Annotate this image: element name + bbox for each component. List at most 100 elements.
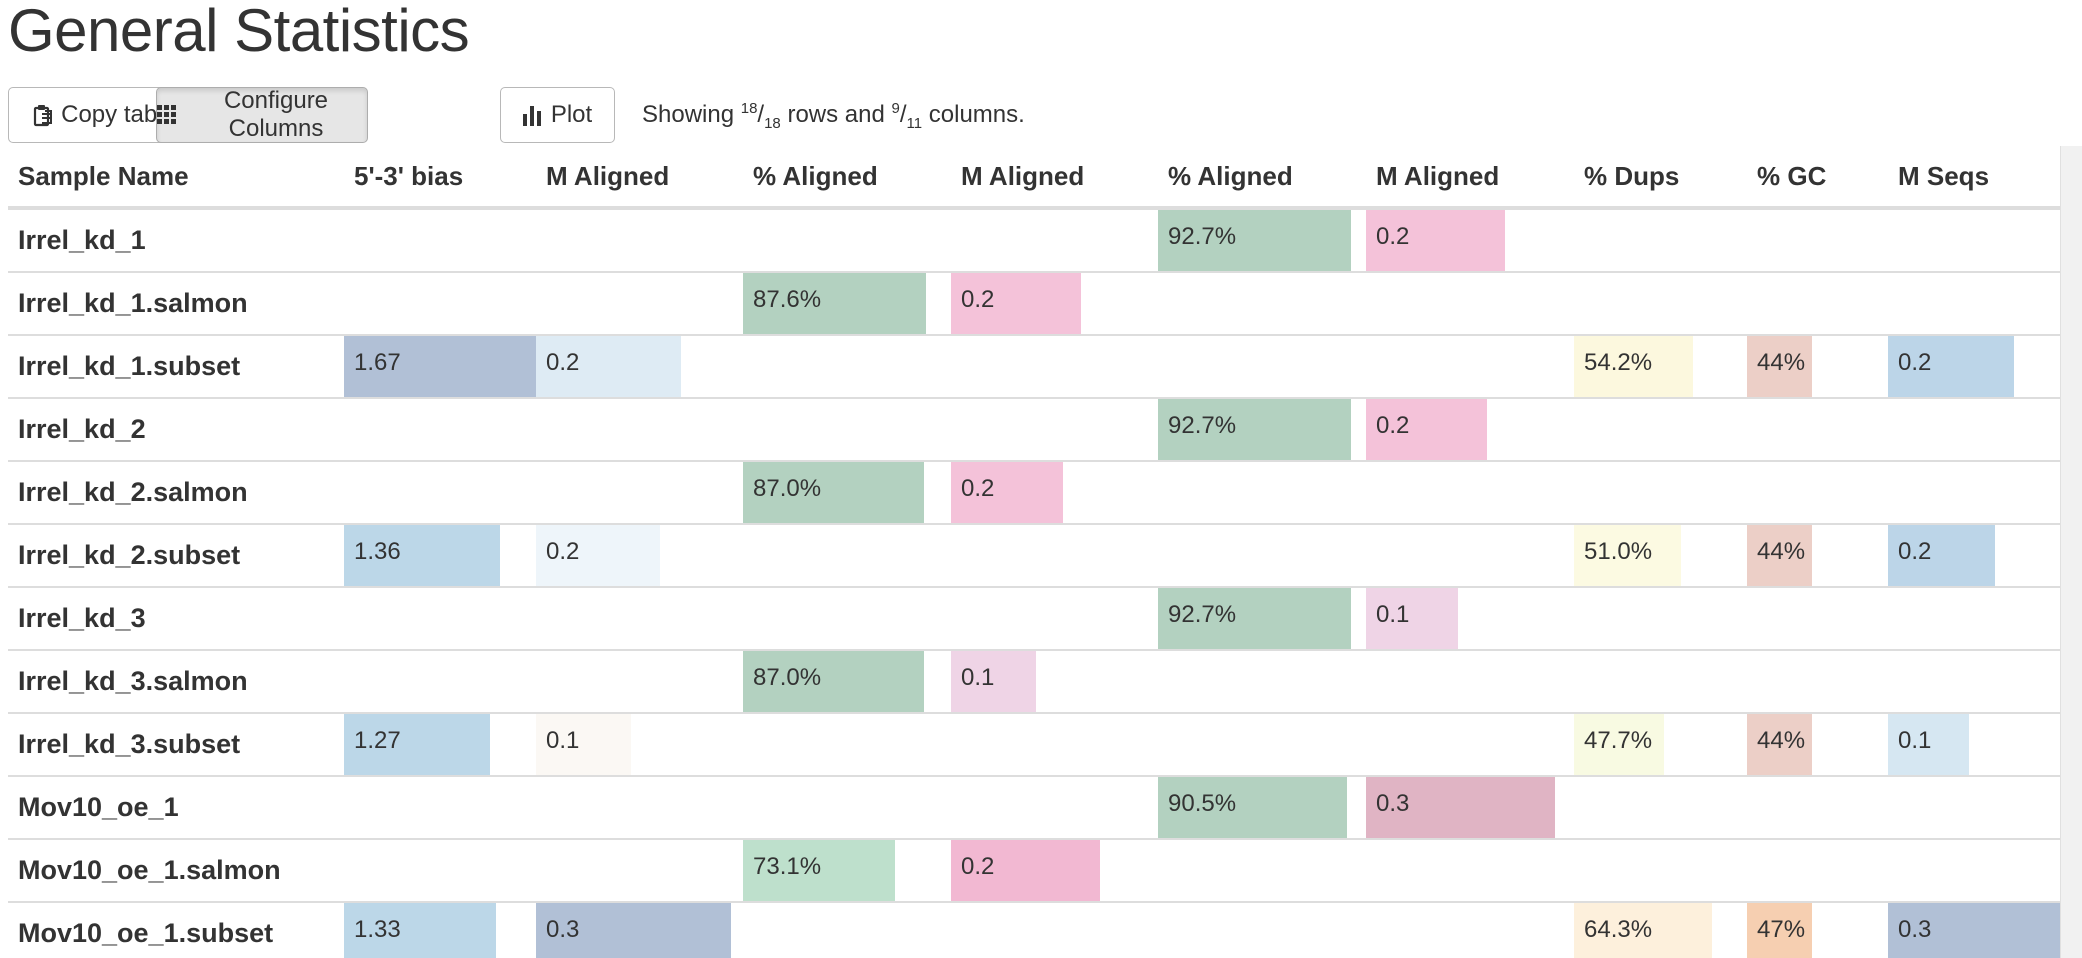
configure-columns-button[interactable]: Configure Columns (156, 87, 368, 143)
plot-button[interactable]: Plot (500, 87, 615, 143)
value-bar (344, 525, 500, 586)
stat-cell (1888, 460, 2060, 524)
cell-value: 1.36 (354, 538, 401, 565)
stat-cell (1158, 523, 1366, 587)
stat-cell (1366, 901, 1574, 958)
value-bar (1747, 525, 1812, 586)
cell-value: 92.7% (1168, 223, 1237, 250)
cell-value: 47.7% (1584, 727, 1653, 754)
value-bar (1158, 399, 1352, 460)
value-bar (1888, 525, 1995, 586)
cell-value: 0.2 (1376, 223, 1410, 250)
stat-cell (536, 838, 743, 902)
cell-value: 1.67 (354, 349, 401, 376)
stat-cell (1158, 460, 1366, 524)
stat-cell (1747, 397, 1888, 461)
column-header[interactable]: % Aligned (743, 146, 951, 210)
stat-cell (743, 901, 951, 958)
table-scrollbar[interactable] (2060, 146, 2082, 958)
stat-cell: 54.2% (1574, 334, 1747, 398)
stat-cell (536, 460, 743, 524)
cell-value: 44% (1757, 349, 1806, 376)
sample-name-cell: Irrel_kd_2.subset (8, 523, 344, 587)
cell-value: 0.2 (961, 475, 995, 502)
table-row: Irrel_kd_2.salmon 87.0% 0.2 (8, 460, 2060, 524)
cell-value: 47% (1757, 916, 1806, 943)
sample-name-cell: Irrel_kd_1.salmon (8, 271, 344, 335)
value-bar (951, 462, 1063, 523)
stat-cell: 47.7% (1574, 712, 1747, 776)
stat-cell (743, 397, 951, 461)
cell-value: 73.1% (753, 853, 822, 880)
cell-value: 0.2 (961, 853, 995, 880)
stat-cell: 0.2 (536, 334, 743, 398)
stat-cell (1366, 649, 1574, 713)
column-header[interactable]: % Aligned (1158, 146, 1366, 210)
value-bar (536, 336, 681, 397)
table-row: Irrel_kd_3 92.7% 0.1 (8, 586, 2060, 650)
value-bar (1747, 336, 1812, 397)
cell-value: 51.0% (1584, 538, 1653, 565)
stat-cell (1574, 207, 1747, 272)
table-header-row: Sample Name 5'-3' bias M Aligned% Aligned M… (8, 146, 2060, 210)
value-bar (743, 840, 895, 901)
configure-columns-label: Configure Columns (223, 87, 329, 142)
sample-name-cell: Irrel_kd_3.salmon (8, 649, 344, 713)
stat-cell: 0.2 (536, 523, 743, 587)
value-bar (1366, 588, 1458, 649)
cell-value: 0.2 (1376, 412, 1410, 439)
stat-cell (1747, 838, 1888, 902)
sample-name-cell: Irrel_kd_3.subset (8, 712, 344, 776)
column-header-sample-name[interactable]: Sample Name (8, 146, 344, 210)
stat-cell (951, 334, 1158, 398)
value-bar (1747, 714, 1812, 775)
stat-cell (1366, 523, 1574, 587)
stat-cell (536, 775, 743, 839)
stat-cell (1747, 649, 1888, 713)
stat-cell (1888, 586, 2060, 650)
stat-cell: 1.36 (344, 523, 536, 587)
cell-value: 0.2 (1898, 349, 1932, 376)
general-stats-table: Sample Name 5'-3' bias M Aligned% Aligned M… (8, 146, 2060, 958)
stat-cell (1747, 271, 1888, 335)
value-bar (743, 651, 924, 712)
stat-cell (951, 586, 1158, 650)
stat-cell (1888, 838, 2060, 902)
column-header[interactable]: M Aligned (536, 146, 743, 210)
cell-value: 54.2% (1584, 349, 1653, 376)
stat-cell (344, 271, 536, 335)
table-row: Irrel_kd_1.subset 1.67 0.2 54.2% 44% 0.2 (8, 334, 2060, 398)
value-bar (743, 273, 927, 334)
cell-value: 0.3 (1898, 916, 1932, 943)
stat-cell (536, 271, 743, 335)
stat-cell (1574, 649, 1747, 713)
column-header[interactable]: 5'-3' bias (344, 146, 536, 210)
column-header[interactable]: % GC (1747, 146, 1888, 210)
value-bar (951, 651, 1036, 712)
table-row: Irrel_kd_1.salmon 87.6% 0.2 (8, 271, 2060, 335)
stat-cell (1888, 397, 2060, 461)
stat-cell (1747, 586, 1888, 650)
cell-value: 87.0% (753, 664, 822, 691)
stat-cell (344, 460, 536, 524)
column-header[interactable]: M Aligned (1366, 146, 1574, 210)
cell-value: 87.0% (753, 475, 822, 502)
stat-cell (951, 901, 1158, 958)
stat-cell: 0.2 (1366, 397, 1574, 461)
stat-cell (344, 649, 536, 713)
table-row: Mov10_oe_1.subset 1.33 0.3 64.3% 47% 0.3 (8, 901, 2060, 958)
stat-cell (1747, 207, 1888, 272)
stat-cell: 0.1 (1366, 586, 1574, 650)
plot-label: Plot (550, 101, 593, 128)
stat-cell (1366, 334, 1574, 398)
sample-name-cell: Irrel_kd_2 (8, 397, 344, 461)
cell-value: 0.1 (1376, 601, 1410, 628)
table-summary: Showing 18/18 rows and 9/11 columns. (642, 100, 1025, 132)
value-bar (1888, 336, 2014, 397)
column-header[interactable]: % Dups (1574, 146, 1747, 210)
stat-cell (344, 586, 536, 650)
column-header[interactable]: M Seqs (1888, 146, 2060, 210)
cell-value: 90.5% (1168, 790, 1237, 817)
column-header[interactable]: M Aligned (951, 146, 1158, 210)
value-bar (951, 840, 1101, 901)
